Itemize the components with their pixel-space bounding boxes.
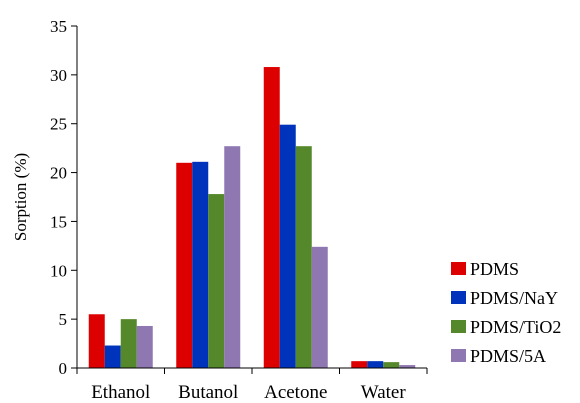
y-tick-label: 20 <box>50 164 67 183</box>
y-tick-label: 15 <box>50 212 67 231</box>
bar <box>88 314 105 368</box>
bar <box>192 161 209 368</box>
plot-area <box>88 67 416 368</box>
y-tick-label: 35 <box>50 17 67 36</box>
bar <box>367 361 384 368</box>
legend-label: PDMS/NaY <box>470 288 558 308</box>
bar <box>351 361 368 368</box>
bar <box>136 325 153 368</box>
bar <box>224 146 241 368</box>
legend-label: PDMS/5A <box>470 346 546 366</box>
bar <box>399 365 416 368</box>
bar <box>383 362 400 368</box>
y-tick-label: 30 <box>50 66 67 85</box>
legend: PDMS PDMS/NaY PDMS/TiO2 PDMS/5A <box>451 259 561 366</box>
bar <box>263 67 280 368</box>
bar <box>104 345 121 368</box>
bar <box>120 319 137 368</box>
x-tick-label: Water <box>361 382 407 403</box>
legend-swatch <box>451 349 466 362</box>
y-axis-title: Sorption (%) <box>11 153 30 241</box>
y-tick-label: 25 <box>50 115 67 134</box>
y-tick-label: 5 <box>59 310 68 329</box>
legend-swatch <box>451 262 466 275</box>
bar <box>279 124 296 368</box>
bar <box>176 162 193 368</box>
x-tick-label: Butanol <box>178 382 238 403</box>
x-tick-label: Acetone <box>264 382 327 403</box>
bar <box>208 194 225 368</box>
y-tick-label: 0 <box>59 359 68 378</box>
axes: 0 5 10 15 20 25 30 35 Ethanol Butanol Acetone Water <box>50 17 428 403</box>
x-tick-label: Ethanol <box>91 382 150 403</box>
legend-swatch <box>451 320 466 333</box>
y-tick-label: 10 <box>50 261 67 280</box>
legend-label: PDMS <box>470 259 519 279</box>
bar <box>295 146 312 368</box>
legend-swatch <box>451 291 466 304</box>
legend-label: PDMS/TiO2 <box>470 317 561 337</box>
bar <box>311 246 328 368</box>
